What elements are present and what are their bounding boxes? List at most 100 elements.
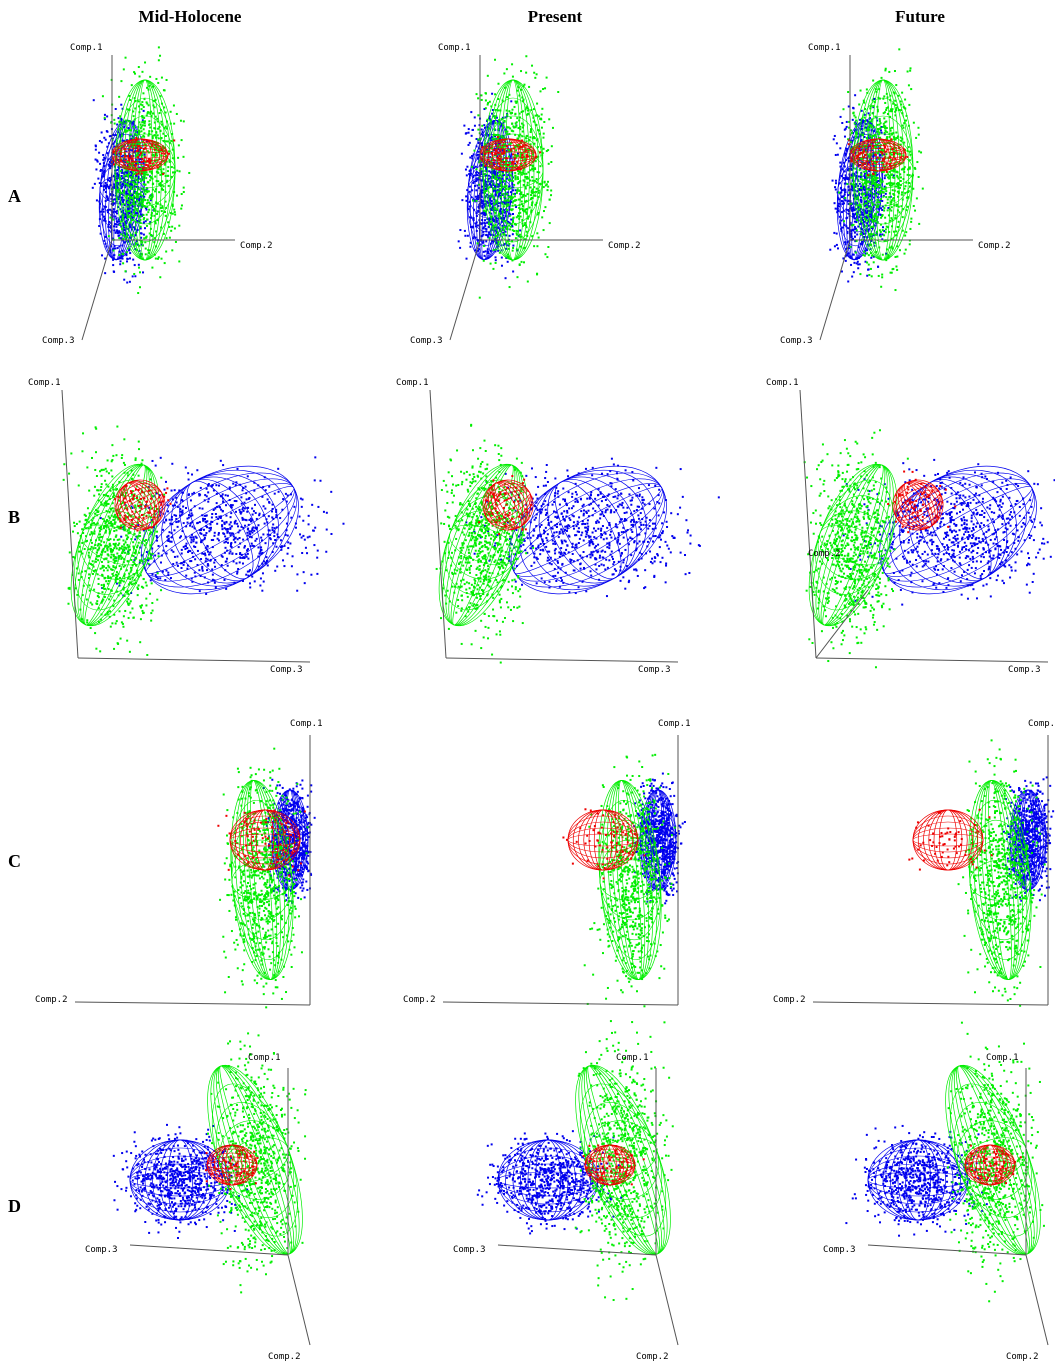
point bbox=[244, 507, 246, 509]
point bbox=[106, 130, 108, 132]
point bbox=[502, 136, 504, 138]
point bbox=[885, 196, 887, 198]
point bbox=[158, 183, 160, 185]
point bbox=[881, 209, 883, 211]
point bbox=[906, 156, 908, 158]
point bbox=[301, 506, 303, 508]
point bbox=[222, 493, 224, 495]
point bbox=[143, 136, 145, 138]
point bbox=[159, 55, 161, 57]
point bbox=[481, 125, 483, 127]
row-label: B bbox=[8, 507, 20, 527]
point bbox=[129, 252, 131, 254]
point bbox=[899, 249, 901, 251]
point bbox=[839, 162, 841, 164]
point bbox=[868, 155, 870, 157]
point bbox=[884, 102, 886, 104]
point bbox=[129, 281, 131, 283]
point bbox=[885, 68, 887, 70]
point bbox=[142, 179, 144, 181]
point bbox=[834, 245, 836, 247]
point bbox=[229, 552, 231, 554]
point bbox=[165, 481, 167, 483]
point bbox=[485, 234, 487, 236]
point bbox=[895, 265, 897, 267]
point bbox=[127, 206, 129, 208]
point bbox=[188, 517, 190, 519]
point bbox=[158, 46, 160, 48]
point bbox=[869, 212, 871, 214]
point bbox=[470, 111, 472, 113]
point bbox=[176, 195, 178, 197]
point bbox=[880, 127, 882, 129]
point bbox=[201, 508, 203, 510]
point bbox=[185, 575, 187, 577]
point bbox=[513, 184, 515, 186]
point bbox=[472, 129, 474, 131]
point bbox=[113, 163, 115, 165]
point bbox=[917, 127, 919, 129]
point bbox=[167, 510, 169, 512]
point bbox=[459, 247, 461, 249]
point bbox=[512, 76, 514, 78]
point bbox=[187, 472, 189, 474]
point bbox=[516, 117, 518, 119]
point bbox=[235, 562, 237, 564]
point bbox=[267, 498, 269, 500]
point bbox=[178, 144, 180, 146]
point bbox=[164, 579, 166, 581]
point bbox=[868, 112, 870, 114]
point bbox=[147, 135, 149, 137]
point bbox=[132, 275, 134, 277]
point bbox=[883, 112, 885, 114]
point bbox=[835, 154, 837, 156]
point bbox=[160, 121, 162, 123]
point bbox=[129, 181, 131, 183]
point bbox=[118, 220, 120, 222]
point bbox=[167, 166, 169, 168]
point bbox=[873, 126, 875, 128]
point bbox=[869, 209, 871, 211]
point bbox=[231, 525, 233, 527]
point bbox=[880, 217, 882, 219]
point bbox=[877, 184, 879, 186]
point bbox=[536, 178, 538, 180]
axis-label: Comp.1 bbox=[70, 43, 103, 53]
point bbox=[167, 175, 169, 177]
point bbox=[514, 199, 516, 201]
point bbox=[480, 94, 482, 96]
point bbox=[883, 234, 885, 236]
point bbox=[854, 226, 856, 228]
point bbox=[175, 521, 177, 523]
point bbox=[854, 168, 856, 170]
point bbox=[474, 116, 476, 118]
point bbox=[878, 201, 880, 203]
point bbox=[244, 556, 246, 558]
point bbox=[531, 190, 533, 192]
point bbox=[464, 230, 466, 232]
point bbox=[158, 545, 160, 547]
point bbox=[892, 189, 894, 191]
point bbox=[477, 97, 479, 99]
point bbox=[484, 214, 486, 216]
point bbox=[507, 168, 509, 170]
point bbox=[154, 554, 156, 556]
point bbox=[890, 201, 892, 203]
point bbox=[146, 171, 148, 173]
point bbox=[872, 197, 874, 199]
point bbox=[267, 564, 269, 566]
axis-label: Comp.3 bbox=[780, 336, 813, 346]
point bbox=[845, 191, 847, 193]
point bbox=[173, 123, 175, 125]
point bbox=[147, 181, 149, 183]
point bbox=[149, 76, 151, 78]
point bbox=[167, 140, 169, 142]
point bbox=[856, 229, 858, 231]
point bbox=[860, 200, 862, 202]
point bbox=[132, 259, 134, 261]
point bbox=[875, 154, 877, 156]
point bbox=[178, 520, 180, 522]
point bbox=[252, 514, 254, 516]
point bbox=[905, 249, 907, 251]
point bbox=[913, 122, 915, 124]
